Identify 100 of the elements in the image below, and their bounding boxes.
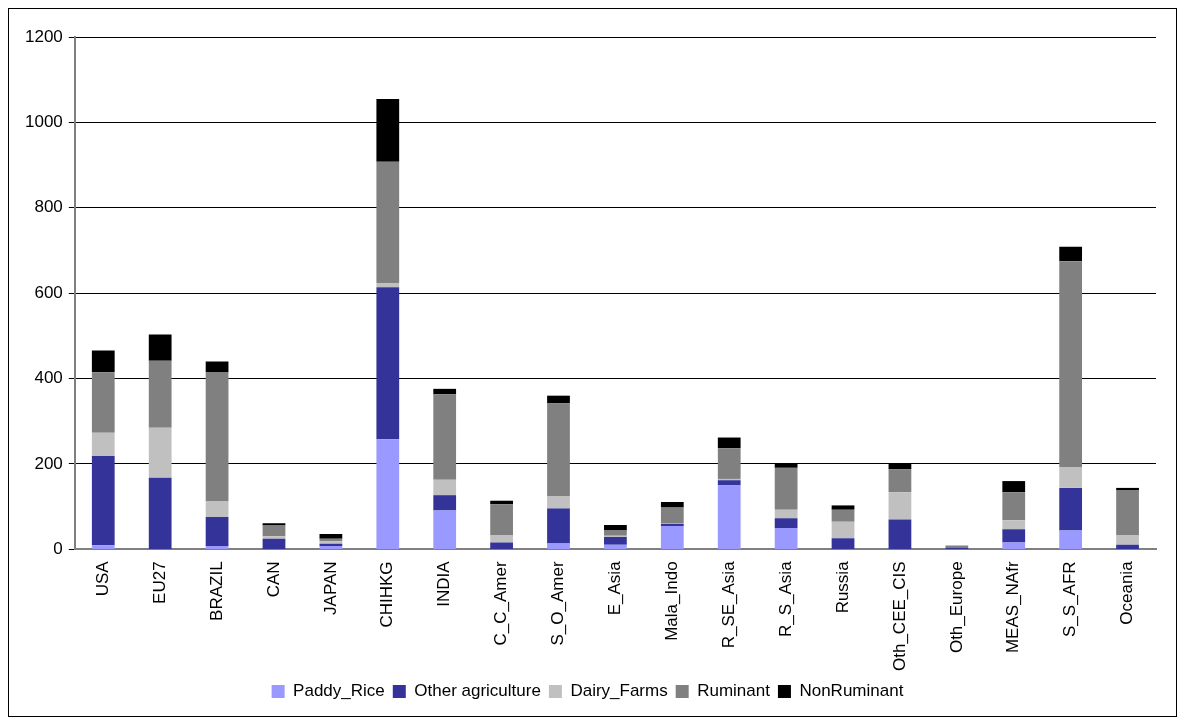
x-tick-label: EU27 [149,561,169,604]
bar [717,480,741,486]
x-tick-label: USA [92,560,112,597]
bar [205,545,229,549]
x-tick-label: CAN [263,561,283,598]
bar [91,455,115,546]
bar [205,516,229,546]
legend-label: Paddy_Rice [293,681,385,701]
x-tick-label: Russia [832,560,852,614]
bar [433,479,457,496]
y-tick-label: 600 [34,282,63,302]
bar [1116,490,1139,535]
bar [262,536,286,539]
bar [888,519,912,549]
x-tick-label: S_S_AFR [1060,561,1080,637]
bar [1059,246,1083,262]
legend-label: Other agriculture [414,681,541,701]
bar [604,537,627,545]
bar [91,372,115,433]
bar [717,448,741,479]
bar [205,361,229,373]
bar [148,477,172,549]
legend-label: NonRuminant [799,681,904,701]
bar [1116,544,1139,549]
bar [717,437,741,449]
bar [831,521,855,539]
bar [91,545,115,549]
bar [547,508,570,544]
legend-label: Dairy_Farms [570,681,668,701]
bar [490,504,513,535]
y-tick-label: 200 [34,453,63,473]
bar [490,534,513,543]
bar [433,388,457,395]
bar [433,510,457,549]
y-tick-label: 1200 [24,26,63,46]
bar [660,507,684,523]
x-tick-label: Mala_Indo [662,561,681,641]
bar [831,505,855,510]
bar [1059,487,1083,531]
bar [774,528,798,549]
x-tick-label: CHIHKG [377,561,397,628]
x-tick-label: MEAS_NAfr [1003,561,1023,654]
x-tick-label: R_SE_Asia [718,560,738,649]
bar [547,543,570,549]
x-tick-label: R_S_Asia [775,560,795,638]
x-tick-label: C_C_Amer [491,561,511,646]
x-tick-label: S_O_Amer [548,561,568,646]
bar [91,432,115,456]
bar [433,495,457,511]
bar [1059,261,1083,467]
bar [205,501,229,517]
x-tick-label: Oth_Europe [946,561,966,654]
bar [604,544,627,549]
bar [376,161,400,283]
bar [1116,487,1139,491]
bar [1002,529,1026,543]
bar [376,287,400,440]
bar [660,525,684,549]
bar [774,518,798,529]
legend-label: Ruminant [697,681,771,701]
bar [148,360,172,428]
bar [376,439,400,549]
y-tick-label: 800 [34,197,63,217]
bar [91,350,115,373]
bar [660,502,684,508]
x-tick-label: INDIA [434,560,454,607]
bar [1002,481,1026,493]
bar [831,509,855,522]
bar [547,395,570,404]
bar [604,530,627,536]
bar [1116,534,1139,545]
bar [205,372,229,502]
x-tick-label: BRAZIL [206,561,226,621]
x-tick-label: Oth_CEE_CIS [889,561,909,672]
bar [1059,530,1083,549]
x-tick-label: JAPAN [320,561,340,615]
bar [717,485,741,549]
bar [319,534,343,539]
bar [774,467,798,510]
bar [604,525,627,531]
bar [888,492,912,520]
bar [148,334,172,361]
bar [376,282,400,288]
bar [262,538,286,549]
bar [262,525,286,537]
y-tick-label: 0 [53,539,63,559]
bar [831,538,855,549]
bar [1059,466,1083,488]
bar [490,542,513,549]
bar [262,523,286,526]
bar [888,469,912,493]
bar [433,394,457,480]
bar [547,496,570,509]
y-tick-label: 1000 [24,112,63,132]
y-tick-label: 400 [34,368,63,388]
bar [1002,492,1026,521]
bar [547,403,570,497]
bar [148,427,172,478]
x-tick-label: Oceania [1117,560,1137,625]
bar [774,509,798,519]
